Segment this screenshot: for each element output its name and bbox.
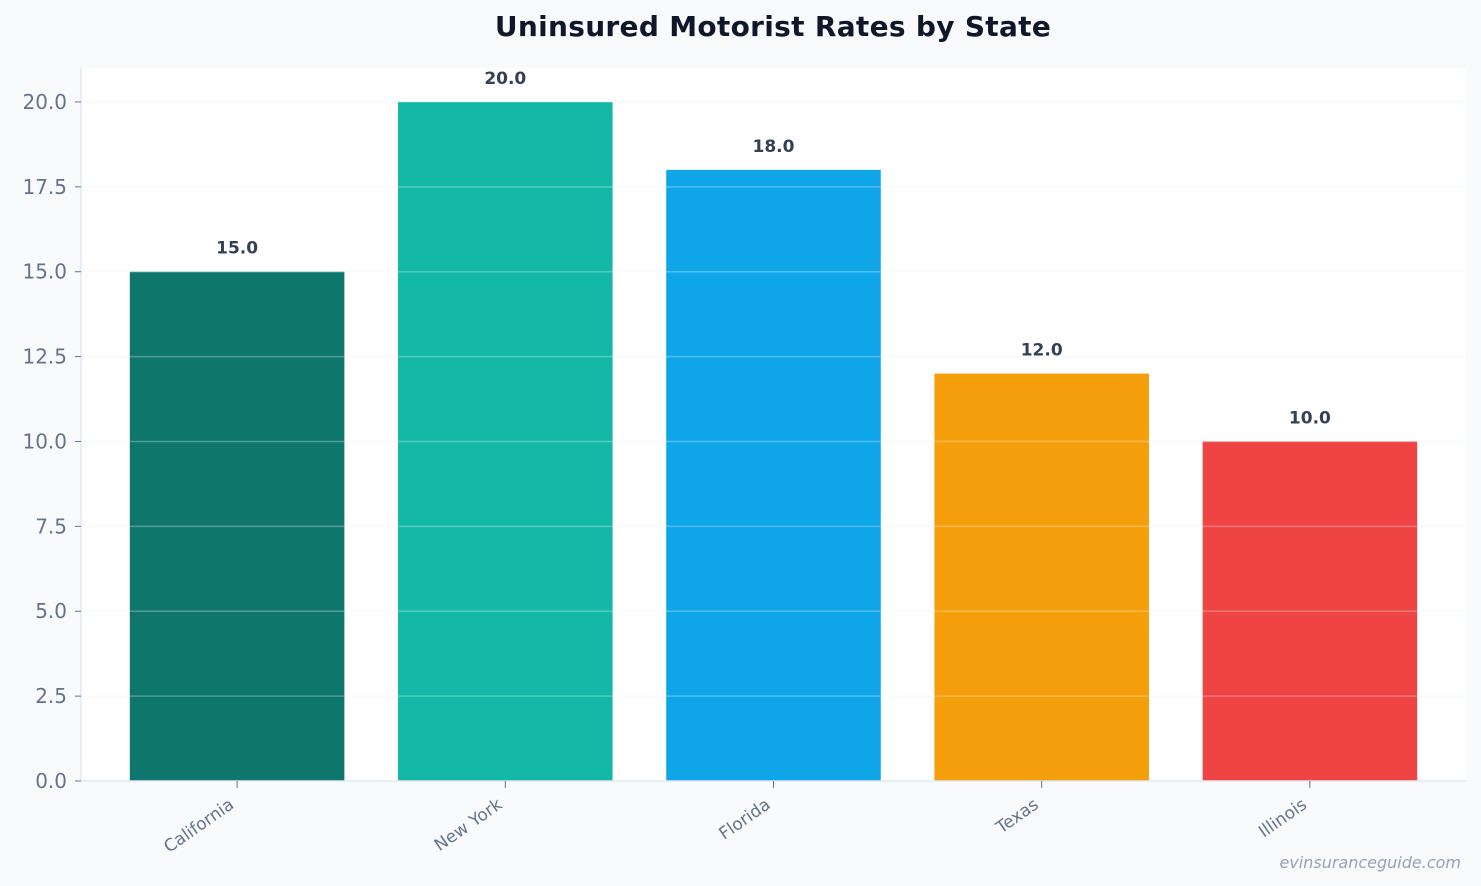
x-ticks: California New York Florida Texas Illinois (160, 781, 1311, 857)
chart-title: Uninsured Motorist Rates by State (494, 10, 1052, 43)
bar-texas (934, 373, 1149, 781)
value-label: 20.0 (484, 69, 526, 89)
value-labels: 15.0 20.0 18.0 12.0 10.0 (216, 69, 1331, 429)
y-tick-label: 17.5 (22, 175, 67, 199)
bar-new-york (398, 101, 613, 781)
x-tick-label: Florida (716, 795, 775, 845)
bar-florida (666, 169, 881, 781)
y-tick-label: 7.5 (35, 514, 67, 538)
x-tick-label: New York (431, 795, 506, 856)
value-label: 12.0 (1021, 341, 1063, 361)
y-tick-label: 5.0 (35, 599, 67, 623)
y-tick-label: 12.5 (22, 345, 67, 369)
watermark: evinsuranceguide.com (1279, 853, 1461, 872)
x-tick-label: California (160, 795, 238, 858)
y-tick-label: 15.0 (22, 260, 67, 284)
y-tick-label: 2.5 (35, 684, 67, 708)
y-tick-label: 0.0 (35, 769, 67, 793)
y-tick-label: 10.0 (22, 429, 67, 453)
bar-illinois (1202, 441, 1418, 781)
x-tick-label: Texas (992, 795, 1043, 839)
y-tick-label: 20.0 (22, 90, 67, 114)
value-label: 15.0 (216, 239, 258, 259)
bars (129, 101, 1418, 781)
grid-overlay (81, 101, 1466, 697)
x-tick-label: Illinois (1255, 795, 1311, 842)
value-label: 10.0 (1289, 408, 1331, 428)
y-ticks: 0.0 2.5 5.0 7.5 10.0 12.5 15.0 17.5 20.0 (22, 90, 81, 793)
bar-california (129, 271, 345, 781)
value-label: 18.0 (753, 137, 795, 157)
